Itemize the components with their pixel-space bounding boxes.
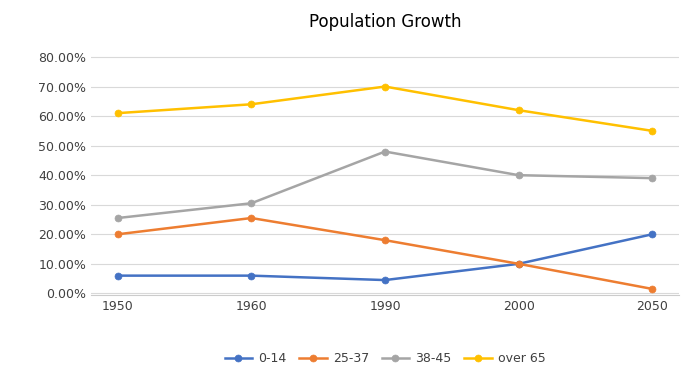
over 65 (381, 84, 389, 89)
over 65 (113, 111, 122, 115)
0-14 (648, 232, 657, 237)
Line: 25-37: 25-37 (114, 215, 656, 293)
0-14 (113, 273, 122, 278)
Title: Population Growth: Population Growth (309, 13, 461, 31)
over 65 (514, 108, 523, 112)
Line: over 65: over 65 (114, 83, 656, 134)
38-45 (514, 173, 523, 177)
0-14 (381, 278, 389, 282)
25-37 (381, 238, 389, 242)
38-45 (247, 201, 256, 206)
25-37 (648, 287, 657, 291)
over 65 (648, 129, 657, 133)
Legend: 0-14, 25-37, 38-45, over 65: 0-14, 25-37, 38-45, over 65 (220, 347, 550, 370)
38-45 (648, 176, 657, 180)
0-14 (247, 273, 256, 278)
38-45 (113, 216, 122, 220)
over 65 (247, 102, 256, 107)
25-37 (514, 262, 523, 266)
25-37 (113, 232, 122, 237)
25-37 (247, 216, 256, 220)
Line: 38-45: 38-45 (114, 148, 656, 222)
0-14 (514, 262, 523, 266)
38-45 (381, 149, 389, 154)
Line: 0-14: 0-14 (114, 231, 656, 284)
